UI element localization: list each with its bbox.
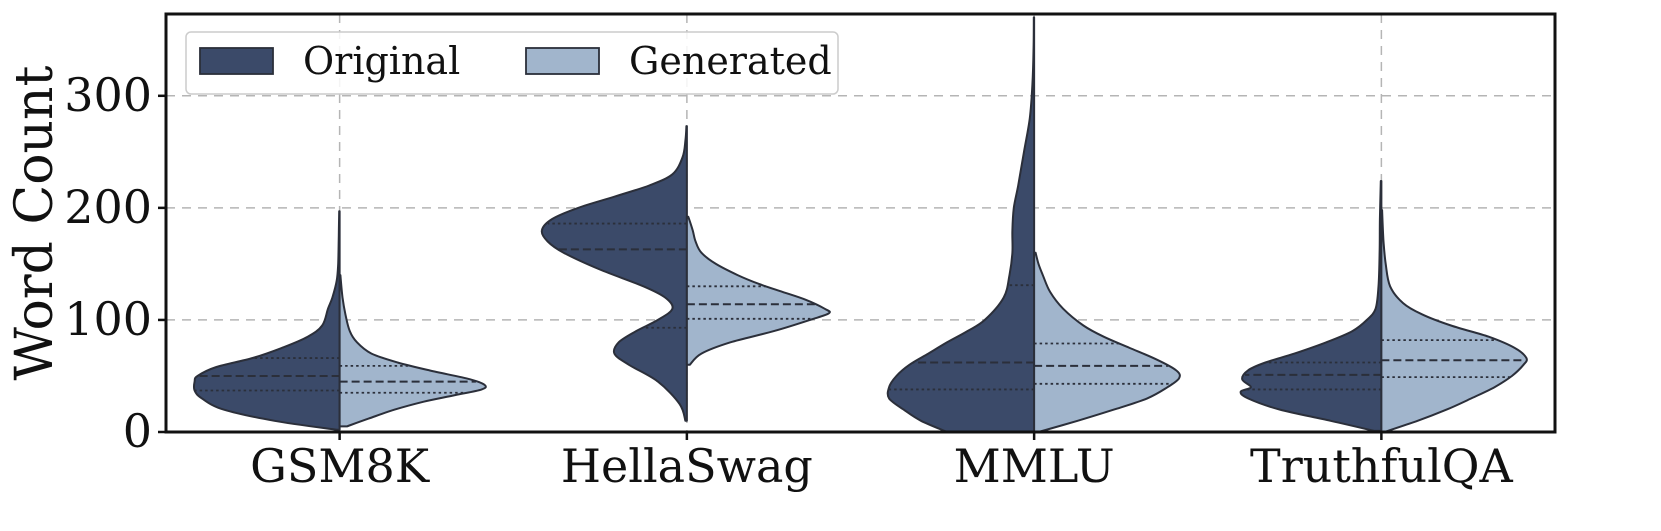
violin-body [540, 125, 688, 422]
legend-item-original: Original [199, 39, 460, 83]
y-tick-label: 200 [64, 180, 152, 234]
violin-original-hellaswag [540, 125, 688, 422]
violin-body [338, 274, 487, 428]
x-axis: GSM8K HellaSwag MMLU TruthfulQA [250, 432, 1514, 493]
y-tick-label: 100 [64, 292, 152, 346]
x-tick-label: HellaSwag [561, 439, 813, 493]
violin-body [685, 215, 831, 366]
violin-generated-mmlu [1033, 251, 1181, 433]
violin-original-gsm8k [192, 210, 341, 431]
violin-generated-truthfulqa [1380, 209, 1528, 433]
legend-item-generated: Generated [525, 39, 832, 83]
y-axis: 0 100 200 300 [64, 68, 166, 458]
violin-generated-hellaswag [685, 215, 831, 366]
violin-body [1033, 251, 1181, 433]
violin-generated-gsm8k [338, 274, 487, 428]
legend-label: Generated [629, 39, 832, 83]
legend-swatch [525, 47, 600, 75]
y-tick-label: 300 [64, 68, 152, 122]
legend-box [185, 31, 839, 95]
violin-plot-area [192, 16, 1528, 433]
legend-label: Original [303, 39, 460, 83]
y-tick-label: 0 [123, 404, 152, 458]
violin-original-truthfulqa [1239, 180, 1383, 432]
violin-body [1380, 209, 1528, 433]
legend-swatch [199, 47, 274, 75]
y-axis-title: Word Count [5, 65, 65, 380]
x-tick-label: TruthfulQA [1250, 439, 1513, 493]
violin-body [1239, 180, 1383, 432]
violin-original-mmlu [886, 16, 1036, 433]
plot-frame [164, 12, 1557, 434]
violin-body [886, 16, 1036, 433]
legend: Original Generated [185, 31, 839, 95]
x-tick-label: GSM8K [250, 439, 431, 493]
x-tick-label: MMLU [954, 439, 1115, 493]
